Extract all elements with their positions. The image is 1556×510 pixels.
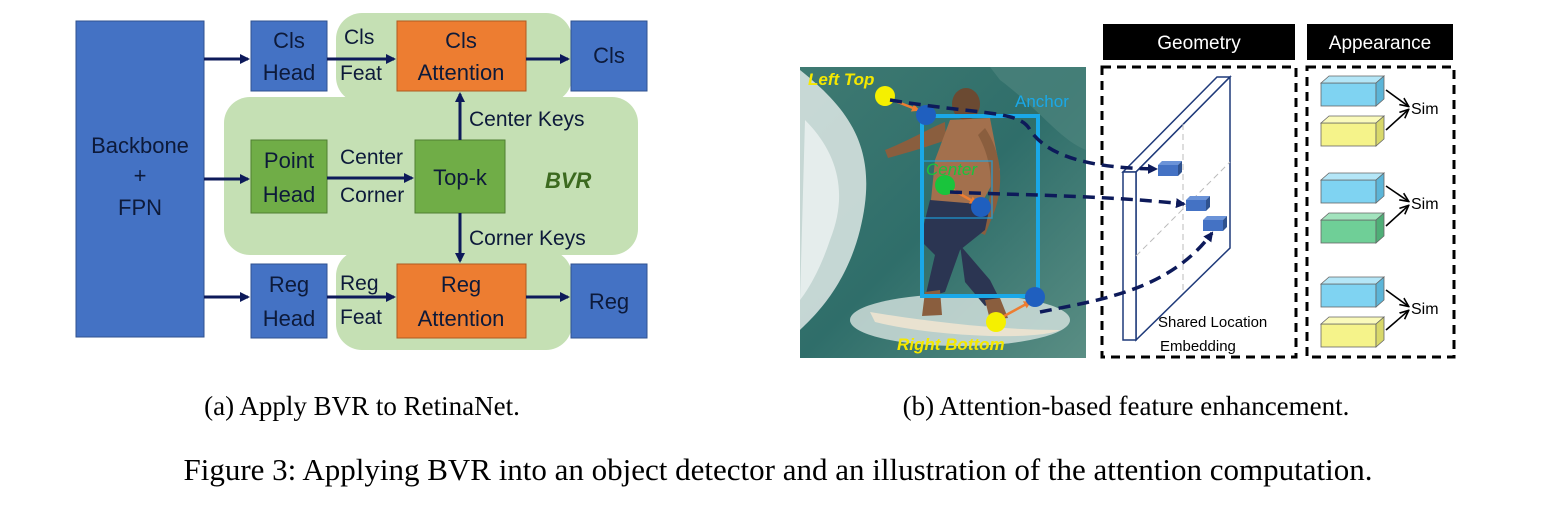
center-point: [935, 175, 955, 195]
reg-attention-label-2: Attention: [418, 306, 505, 331]
reg-feat-label-2: Feat: [340, 306, 382, 329]
right-bottom-point: [986, 312, 1006, 332]
reg-head-label-1: Reg: [269, 272, 309, 297]
embedding-cube-2: [1186, 196, 1210, 211]
reg-head-box: [250, 263, 328, 339]
point-head-label-1: Point: [264, 148, 314, 173]
panel-b-caption: (b) Attention-based feature enhancement.: [903, 391, 1350, 421]
appearance-pair-2: Sim: [1319, 172, 1439, 244]
cls-feat-label-2: Feat: [340, 62, 382, 85]
surfer-photo: [800, 67, 1086, 358]
feature-cube-blue-1: [1319, 75, 1386, 107]
sim-arrow-1a: [1385, 89, 1408, 106]
panel-a-arrows: [204, 54, 570, 302]
embedding-cube-3: [1203, 216, 1227, 231]
appearance-pair-3: Sim: [1319, 276, 1439, 348]
feature-cube-blue-2: [1319, 172, 1386, 204]
feature-cube-blue-3: [1319, 276, 1386, 308]
reg-output-box: [570, 263, 648, 339]
backbone-box: [75, 20, 205, 338]
right-bottom-anchor-point: [1025, 287, 1045, 307]
link-center: [949, 190, 1186, 209]
link-right-bottom: [1039, 231, 1214, 314]
center-keys-label: Center Keys: [469, 108, 585, 131]
backbone-label-1: Backbone: [91, 133, 189, 158]
reg-feat-label-1: Reg: [340, 272, 379, 295]
sim-arrow-1b: [1385, 110, 1408, 131]
sim-label-2: Sim: [1411, 196, 1439, 213]
appearance-pair-1: Sim: [1319, 75, 1439, 147]
cls-head-label-1: Cls: [273, 28, 305, 53]
appearance-header: [1307, 24, 1453, 60]
sim-arrow-3a: [1385, 289, 1408, 306]
reg-attention-box: [396, 263, 527, 339]
right-bottom-label: Right Bottom: [897, 335, 1005, 354]
cls-head-box: [250, 20, 328, 92]
center-region-box: [921, 160, 993, 219]
backbone-label-2: +: [134, 163, 147, 188]
bvr-label: BVR: [545, 168, 592, 193]
reg-output-label: Reg: [589, 289, 629, 314]
center-anchor-point: [971, 197, 991, 217]
figure-caption: Figure 3: Applying BVR into an object de…: [184, 452, 1373, 487]
geometry-header-label: Geometry: [1157, 33, 1241, 54]
anchor-label: Anchor: [1015, 92, 1069, 111]
topk-label: Top-k: [433, 165, 488, 190]
reg-attention-label-1: Reg: [441, 272, 481, 297]
geometry-header: [1103, 24, 1295, 60]
cls-attention-label-2: Attention: [418, 60, 505, 85]
feature-cube-yellow-3: [1319, 316, 1386, 348]
feature-cube-green-2: [1319, 212, 1386, 244]
embedding-label-1: Shared Location: [1158, 314, 1267, 331]
keypoints: [875, 86, 1045, 332]
feature-cube-yellow-1: [1319, 115, 1386, 147]
cls-output-box: [570, 20, 648, 92]
sim-label-3: Sim: [1411, 301, 1439, 318]
cls-head-label-2: Head: [263, 60, 316, 85]
point-head-box: [250, 139, 328, 214]
cls-attention-label-1: Cls: [445, 28, 477, 53]
appearance-header-label: Appearance: [1329, 33, 1431, 54]
cls-feat-label-1: Cls: [344, 26, 374, 49]
cls-attention-box: [396, 20, 527, 92]
cls-output-label: Cls: [593, 43, 625, 68]
left-top-anchor-point: [916, 105, 936, 125]
embedding-cubes: [1158, 161, 1227, 231]
sim-arrow-2b: [1385, 206, 1408, 227]
sim-label-1: Sim: [1411, 101, 1439, 118]
shared-location-embedding-plane: [1121, 75, 1232, 342]
embedding-label-2: Embedding: [1160, 338, 1236, 355]
center-label: Center: [340, 146, 403, 169]
sim-arrow-2a: [1385, 185, 1408, 201]
geometry-links: [889, 98, 1214, 314]
panel-a: Backbone + FPN Cls Head Point Head Reg H…: [75, 13, 648, 421]
reg-head-label-2: Head: [263, 306, 316, 331]
sim-arrow-3b: [1385, 311, 1408, 331]
corner-keys-label: Corner Keys: [469, 227, 586, 250]
appearance-frame: [1305, 65, 1456, 359]
geometry-frame: [1100, 65, 1298, 359]
corner-label: Corner: [340, 184, 404, 207]
embedding-cube-1: [1158, 161, 1182, 176]
panel-a-caption: (a) Apply BVR to RetinaNet.: [204, 391, 520, 421]
link-left-top: [889, 98, 1158, 174]
point-head-label-2: Head: [263, 182, 316, 207]
backbone-label-3: FPN: [118, 195, 162, 220]
center-point-label: Center: [926, 160, 978, 179]
surfer-figure: [870, 88, 1060, 337]
left-top-label: Left Top: [808, 70, 874, 89]
left-top-point: [875, 86, 895, 106]
panel-b: Geometry Appearance Shared Location Embe…: [800, 24, 1456, 421]
